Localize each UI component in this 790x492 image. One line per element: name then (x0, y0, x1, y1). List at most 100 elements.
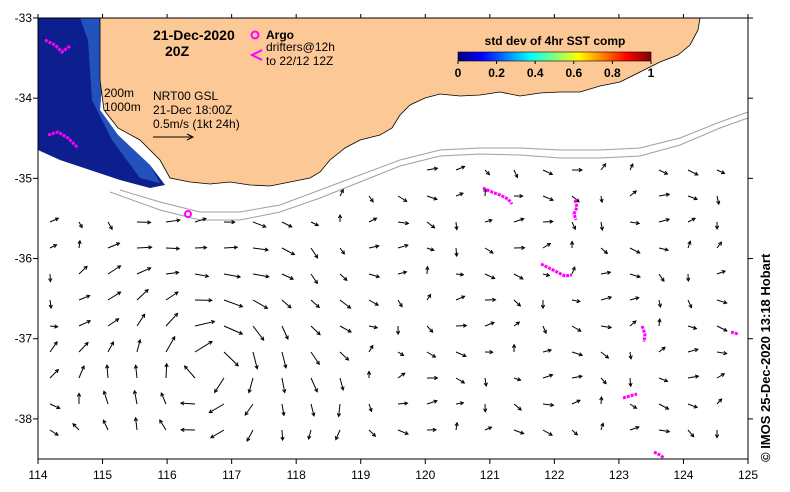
current-arrow (397, 243, 409, 249)
current-arrow (397, 195, 408, 202)
current-arrow (571, 351, 584, 357)
current-arrow (629, 220, 641, 226)
current-arrow (281, 299, 292, 309)
current-arrow (426, 375, 439, 381)
current-arrow (599, 195, 604, 204)
current-arrow (194, 340, 213, 353)
lon-tick-label: 119 (351, 468, 370, 482)
current-arrow (687, 374, 700, 379)
current-arrow (513, 321, 521, 327)
drifter-track (730, 330, 739, 336)
current-arrow (397, 299, 403, 308)
current-arrow (658, 169, 669, 175)
current-arrow (599, 396, 604, 405)
current-arrow (484, 321, 495, 327)
current-arrow (628, 377, 633, 388)
current-arrow (244, 403, 254, 416)
current-arrow (658, 429, 671, 434)
current-arrow (425, 265, 430, 275)
current-arrow (600, 270, 612, 275)
current-arrow (165, 270, 180, 275)
current-arrow (77, 239, 82, 249)
current-arrow (368, 244, 380, 249)
current-arrow (339, 299, 352, 309)
current-arrow (716, 351, 728, 356)
current-arrow (107, 221, 113, 231)
current-arrow (629, 273, 642, 279)
current-arrow (658, 192, 671, 197)
current-arrow (455, 323, 468, 328)
current-arrow (165, 335, 176, 353)
current-arrow (49, 340, 58, 353)
isobath-1000-label: 1000m (104, 100, 141, 114)
lat-tick-label: -33 (15, 11, 33, 25)
lat-tick-label: -37 (15, 332, 33, 346)
current-arrow (513, 273, 524, 280)
current-arrow (426, 399, 438, 405)
current-arrow (49, 324, 59, 329)
drifter-track (572, 199, 579, 221)
map-frame (37, 17, 749, 460)
current-arrow (542, 169, 554, 176)
current-arrow (542, 272, 551, 277)
current-arrow (455, 192, 464, 197)
colorbar-tick-label: 0.4 (527, 66, 544, 80)
current-arrow (107, 341, 114, 353)
current-vectors (48, 163, 728, 442)
colorbar (457, 51, 652, 62)
current-arrow (540, 299, 546, 310)
current-arrow (629, 163, 634, 171)
current-arrow (397, 401, 409, 406)
current-arrow (629, 296, 640, 301)
current-arrow (628, 351, 633, 360)
lon-tick-label: 121 (480, 468, 500, 482)
current-arrow (600, 295, 613, 301)
lon-tick-label: 125 (738, 468, 758, 482)
current-arrow (105, 364, 110, 379)
current-arrow (133, 364, 139, 379)
current-arrow (133, 416, 139, 431)
current-arrow (569, 240, 575, 249)
current-arrow (107, 265, 122, 275)
current-arrow (395, 325, 401, 336)
current-arrow (454, 421, 459, 431)
current-arrow (426, 427, 437, 432)
isobath-200-label: 200m (104, 86, 134, 100)
current-arrow (511, 343, 517, 353)
current-arrow (571, 167, 583, 173)
isobath-1000m (109, 117, 749, 221)
drifter-symbol (249, 49, 263, 61)
current-arrow (160, 392, 167, 405)
lon-tick-label: 115 (93, 468, 112, 482)
current-arrow (48, 299, 53, 310)
current-arrow (455, 377, 466, 384)
current-arrow (571, 399, 581, 405)
current-arrow (252, 273, 270, 279)
lat-tick-label: -38 (15, 412, 33, 426)
current-arrow (339, 325, 352, 333)
current-arrow (687, 169, 699, 176)
current-arrow (78, 221, 83, 229)
current-arrow (686, 273, 691, 283)
current-arrow (310, 247, 319, 259)
current-arrow (252, 221, 267, 228)
current-arrow (716, 299, 728, 305)
current-arrow (48, 273, 53, 283)
current-arrow (716, 398, 723, 405)
current-arrow (600, 351, 610, 359)
current-arrow (542, 325, 547, 335)
current-arrow (223, 245, 239, 250)
current-arrow (629, 403, 638, 409)
product-time-label: 21-Dec 18:00Z (153, 103, 232, 117)
current-arrow (194, 217, 207, 223)
current-arrow (252, 325, 265, 341)
scale-label: 0.5m/s (1kt 24h) (153, 117, 240, 131)
current-arrow (716, 195, 721, 206)
lon-tick-label: 123 (609, 468, 629, 482)
current-arrow (484, 350, 494, 355)
map-date: 21-Dec-2020 (153, 27, 235, 43)
lat-tick-label: -36 (15, 252, 33, 266)
current-arrow (179, 401, 196, 406)
current-arrow (310, 403, 316, 417)
current-arrow (658, 403, 670, 410)
